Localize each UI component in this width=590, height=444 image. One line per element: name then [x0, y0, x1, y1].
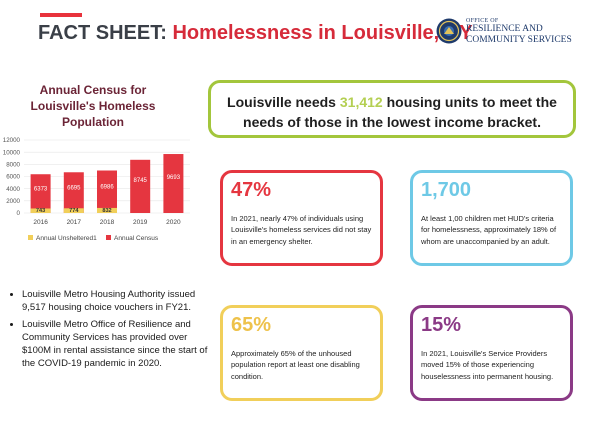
x-tick-label: 2019 — [133, 219, 148, 226]
title-prefix: FACT SHEET: — [38, 22, 167, 44]
bar-annual-unsheltered — [63, 208, 84, 213]
hero-callout: Louisville needs 31,412 housing units to… — [208, 80, 576, 138]
bar-value-label: 9693 — [167, 175, 181, 181]
hero-number: 31,412 — [339, 94, 383, 110]
stat-description: In 2021, Louisville's Service Providers … — [421, 349, 554, 381]
legend-swatch-unsheltered — [28, 235, 33, 240]
bar-value-label: 774 — [69, 208, 79, 214]
bar-value-label: 832 — [102, 208, 111, 214]
stat-card-permanent-housing: 15% In 2021, Louisville's Service Provid… — [410, 305, 573, 401]
census-bar-chart: 0 2000 4000 6000 8000 10000 12000 6373 743 2016 66… — [3, 137, 190, 242]
legend-swatch-census — [106, 235, 111, 240]
title-main: Homelessness in Louisville, KY — [172, 22, 473, 44]
stat-value: 1,700 — [421, 179, 472, 201]
title-accent-bar — [40, 13, 82, 17]
y-tick-label: 0 — [17, 210, 21, 217]
stat-description: In 2021, nearly 47% of individuals using… — [231, 214, 372, 246]
logo-line-1: OFFICE OF — [466, 18, 499, 24]
x-tick-label: 2017 — [67, 219, 82, 226]
hero-text: Louisville needs 31,412 housing units to… — [211, 92, 573, 133]
bar-value-label: 8745 — [134, 178, 148, 184]
bar-annual-census — [163, 154, 184, 213]
org-logo: OFFICE OF RESILIENCE AND COMMUNITY SERVI… — [436, 18, 586, 50]
stat-description: At least 1,00 children met HUD's criteri… — [421, 214, 557, 246]
y-tick-label: 6000 — [6, 174, 20, 181]
stat-card-children: 1,700 At least 1,00 children met HUD's c… — [410, 170, 573, 266]
bar-annual-unsheltered — [30, 208, 51, 213]
stat-card-disability: 65% Approximately 65% of the unhoused po… — [220, 305, 383, 401]
bullet-list: Louisville Metro Housing Authority issue… — [8, 288, 217, 374]
bar-annual-census — [97, 170, 117, 213]
x-tick-label: 2020 — [166, 219, 181, 226]
hero-text-post: housing units to meet the needs of those… — [243, 94, 557, 131]
bar-annual-unsheltered — [97, 207, 117, 213]
bar-value-label: 6373 — [34, 187, 48, 193]
bar-annual-census — [63, 172, 84, 213]
hero-text-pre: Louisville needs — [227, 94, 340, 110]
stat-value: 65% — [231, 314, 272, 336]
bar-value-label: 6695 — [67, 185, 81, 191]
page-title: FACT SHEET: Homelessness in Louisville, … — [38, 22, 473, 45]
legend-label: Annual Census — [114, 235, 159, 242]
seal-icon — [436, 18, 462, 44]
logo-line-3: COMMUNITY SERVICES — [466, 34, 572, 45]
logo-text: OFFICE OF RESILIENCE AND COMMUNITY SERVI… — [466, 18, 572, 45]
x-tick-label: 2018 — [100, 219, 115, 226]
y-tick-label: 4000 — [6, 186, 20, 193]
stat-description: Approximately 65% of the unhoused popula… — [231, 349, 360, 381]
bar-annual-census — [130, 159, 151, 213]
legend-label: Annual Unsheltered1 — [36, 235, 97, 242]
bar-value-label: 6986 — [100, 184, 114, 190]
y-tick-label: 2000 — [6, 198, 20, 205]
y-tick-label: 8000 — [6, 162, 20, 169]
stat-value: 47% — [231, 179, 272, 201]
y-tick-label: 12000 — [3, 137, 21, 144]
bar-value-label: 743 — [36, 208, 45, 214]
bar-annual-census — [30, 174, 51, 213]
y-tick-label: 10000 — [3, 149, 21, 156]
bullet-item: Louisville Metro Office of Resilience an… — [22, 318, 217, 371]
stat-value: 15% — [421, 314, 462, 336]
x-tick-label: 2016 — [33, 219, 48, 226]
chart-title: Annual Census for Louisville's Homeless … — [30, 83, 156, 130]
logo-line-2: RESILIENCE AND — [466, 24, 543, 34]
stat-card-shelter: 47% In 2021, nearly 47% of individuals u… — [220, 170, 383, 266]
bullet-item: Louisville Metro Housing Authority issue… — [22, 288, 217, 315]
